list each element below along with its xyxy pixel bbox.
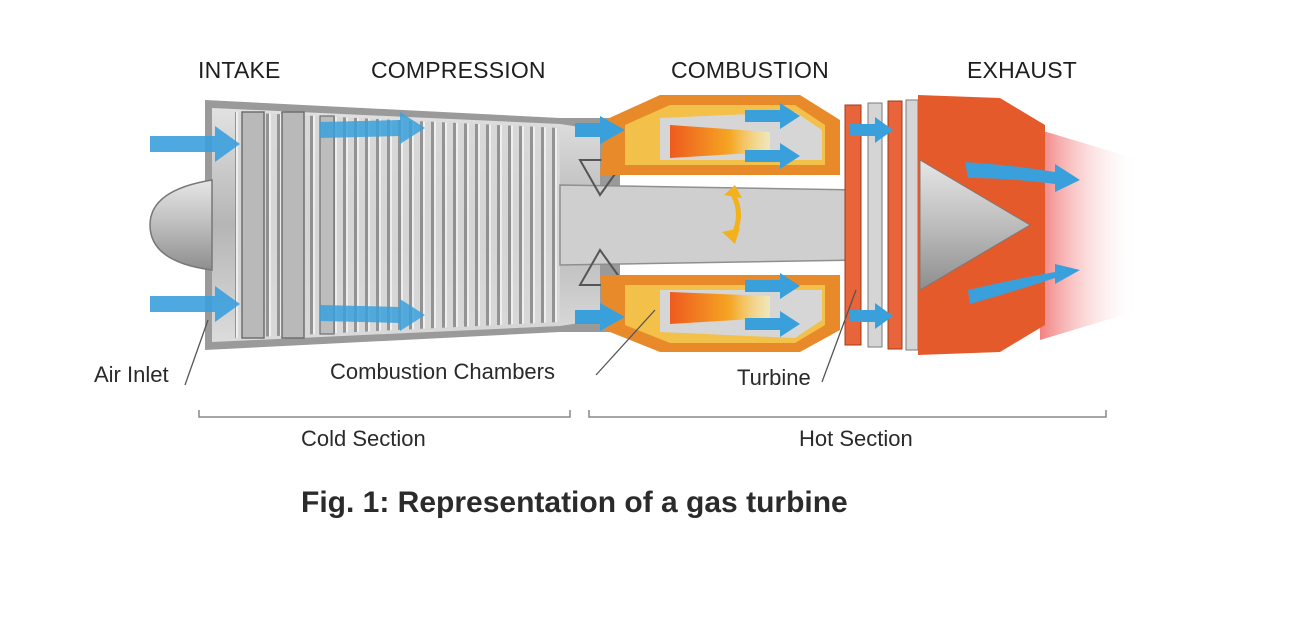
chambers-leader xyxy=(595,309,656,376)
chamber-arrow-upper-2 xyxy=(745,143,800,169)
label-cold-section: Cold Section xyxy=(301,426,426,451)
figure-caption: Fig. 1: Representation of a gas turbine xyxy=(301,486,848,519)
turbine-leader xyxy=(821,289,857,383)
label-air-inlet: Air Inlet xyxy=(94,362,169,387)
stage-label-intake: INTAKE xyxy=(198,57,281,83)
label-hot-section: Hot Section xyxy=(799,426,913,451)
air-inlet-leader xyxy=(184,319,209,386)
compressor-arrow-lower xyxy=(320,299,425,331)
combustor-arrow-lower xyxy=(575,303,625,331)
chamber-arrow-upper xyxy=(745,103,800,129)
exhaust-arrow-lower xyxy=(968,264,1080,304)
compressor-arrow-upper xyxy=(320,112,425,144)
turbine-stage-2 xyxy=(867,102,883,348)
turbine-stage-4 xyxy=(905,99,919,351)
turbine-arrow-upper xyxy=(850,117,893,143)
chamber-arrow-lower xyxy=(745,273,800,299)
exhaust-cone xyxy=(919,159,1031,291)
turbine-stage-3 xyxy=(887,100,903,350)
nose-cone xyxy=(149,179,213,271)
stage-label-exhaust: EXHAUST xyxy=(967,57,1078,83)
label-combustion-chambers: Combustion Chambers xyxy=(330,359,555,384)
chamber-arrow-lower-2 xyxy=(745,311,800,337)
flame-upper xyxy=(670,125,770,158)
combustor-arrow-upper xyxy=(575,116,625,144)
stage-label-combustion: COMBUSTION xyxy=(671,57,829,83)
intake-fan-stage-3 xyxy=(319,115,335,335)
intake-fan-stage-1 xyxy=(241,111,265,339)
intake-fan-stage-2 xyxy=(281,111,305,339)
cold-section-bracket xyxy=(198,410,571,418)
flame-lower xyxy=(670,292,770,324)
exhaust-plume xyxy=(1040,130,1140,340)
inlet-arrow-upper xyxy=(150,126,240,162)
stage-label-compression: COMPRESSION xyxy=(371,57,546,83)
turbine-arrow-lower xyxy=(850,303,893,329)
inlet-arrow-lower xyxy=(150,286,240,322)
exhaust-arrow-upper xyxy=(965,162,1080,192)
hot-section-bracket xyxy=(588,410,1107,418)
label-turbine: Turbine xyxy=(737,365,811,390)
compressor-blades xyxy=(235,112,560,338)
core-shaft xyxy=(559,184,861,266)
turbine-stage-1 xyxy=(844,104,862,346)
